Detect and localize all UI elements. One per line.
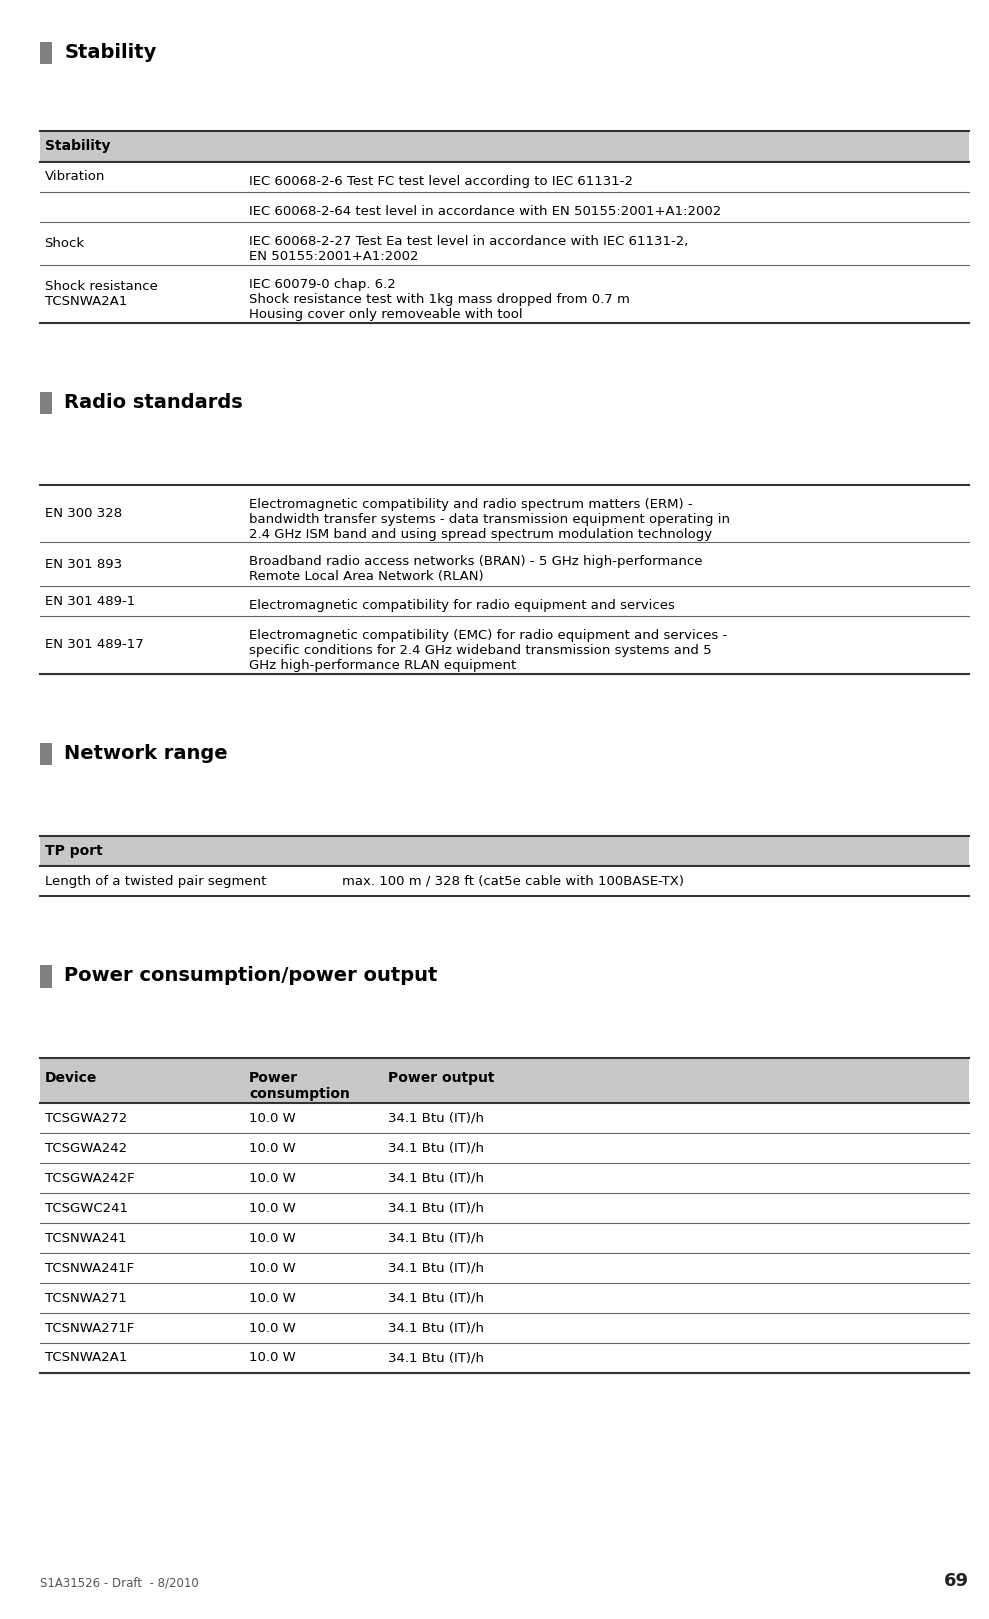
Text: Shock resistance
TCSNWA2A1: Shock resistance TCSNWA2A1: [45, 280, 157, 308]
Text: Electromagnetic compatibility and radio spectrum matters (ERM) -
bandwidth trans: Electromagnetic compatibility and radio …: [249, 497, 730, 541]
Text: 10.0 W: 10.0 W: [249, 1232, 296, 1245]
Text: TCSNWA271: TCSNWA271: [45, 1292, 127, 1305]
Bar: [40, 1059, 969, 1103]
Text: 69: 69: [944, 1572, 969, 1590]
Text: 34.1 Btu (IT)/h: 34.1 Btu (IT)/h: [389, 1201, 485, 1214]
Text: 10.0 W: 10.0 W: [249, 1201, 296, 1214]
Text: 10.0 W: 10.0 W: [249, 1352, 296, 1365]
Text: EN 301 893: EN 301 893: [45, 559, 122, 572]
Text: 34.1 Btu (IT)/h: 34.1 Btu (IT)/h: [389, 1172, 485, 1185]
Text: 34.1 Btu (IT)/h: 34.1 Btu (IT)/h: [389, 1261, 485, 1274]
Text: IEC 60068-2-64 test level in accordance with EN 50155:2001+A1:2002: IEC 60068-2-64 test level in accordance …: [249, 204, 721, 217]
Text: TCSGWC241: TCSGWC241: [45, 1201, 128, 1214]
Text: Electromagnetic compatibility for radio equipment and services: Electromagnetic compatibility for radio …: [249, 599, 674, 612]
Text: 34.1 Btu (IT)/h: 34.1 Btu (IT)/h: [389, 1292, 485, 1305]
Text: Broadband radio access networks (BRAN) - 5 GHz high-performance
Remote Local Are: Broadband radio access networks (BRAN) -…: [249, 555, 702, 583]
Text: 10.0 W: 10.0 W: [249, 1261, 296, 1274]
Text: EN 301 489-1: EN 301 489-1: [45, 594, 135, 607]
Text: IEC 60068-2-27 Test Ea test level in accordance with IEC 61131-2,
EN 50155:2001+: IEC 60068-2-27 Test Ea test level in acc…: [249, 235, 688, 262]
Text: TCSGWA242F: TCSGWA242F: [45, 1172, 135, 1185]
Text: 34.1 Btu (IT)/h: 34.1 Btu (IT)/h: [389, 1321, 485, 1334]
Text: TCSNWA2A1: TCSNWA2A1: [45, 1352, 127, 1365]
Text: Radio standards: Radio standards: [64, 393, 243, 413]
Text: max. 100 m / 328 ft (cat5e cable with 100BASE-TX): max. 100 m / 328 ft (cat5e cable with 10…: [342, 874, 684, 887]
Text: Power output: Power output: [389, 1070, 494, 1085]
Text: 34.1 Btu (IT)/h: 34.1 Btu (IT)/h: [389, 1141, 485, 1154]
Text: Vibration: Vibration: [45, 170, 105, 183]
Bar: [40, 835, 969, 866]
Text: TCSGWA272: TCSGWA272: [45, 1112, 127, 1125]
Text: TCSNWA271F: TCSNWA271F: [45, 1321, 134, 1334]
Text: EN 300 328: EN 300 328: [45, 507, 122, 520]
Text: TCSNWA241F: TCSNWA241F: [45, 1261, 134, 1274]
Text: 10.0 W: 10.0 W: [249, 1321, 296, 1334]
Text: IEC 60068-2-6 Test FC test level according to IEC 61131-2: IEC 60068-2-6 Test FC test level accordi…: [249, 175, 633, 188]
Text: EN 301 489-17: EN 301 489-17: [45, 638, 143, 651]
Text: TCSNWA241: TCSNWA241: [45, 1232, 127, 1245]
Text: 10.0 W: 10.0 W: [249, 1172, 296, 1185]
Text: Device: Device: [45, 1070, 97, 1085]
Bar: [40, 131, 969, 162]
Text: 34.1 Btu (IT)/h: 34.1 Btu (IT)/h: [389, 1112, 485, 1125]
Text: 10.0 W: 10.0 W: [249, 1141, 296, 1154]
Text: Network range: Network range: [64, 743, 227, 763]
Text: 10.0 W: 10.0 W: [249, 1112, 296, 1125]
Text: TP port: TP port: [45, 843, 102, 858]
Text: 10.0 W: 10.0 W: [249, 1292, 296, 1305]
Text: Stability: Stability: [45, 139, 110, 154]
Bar: [40, 392, 52, 414]
Bar: [40, 965, 52, 988]
Text: Electromagnetic compatibility (EMC) for radio equipment and services -
specific : Electromagnetic compatibility (EMC) for …: [249, 630, 727, 672]
Text: S1A31526 - Draft  - 8/2010: S1A31526 - Draft - 8/2010: [40, 1577, 199, 1590]
Text: Length of a twisted pair segment: Length of a twisted pair segment: [45, 874, 266, 887]
Text: 34.1 Btu (IT)/h: 34.1 Btu (IT)/h: [389, 1352, 485, 1365]
Text: Stability: Stability: [64, 42, 156, 62]
Text: Shock: Shock: [45, 236, 85, 249]
Text: TCSGWA242: TCSGWA242: [45, 1141, 127, 1154]
Text: Power consumption/power output: Power consumption/power output: [64, 967, 438, 986]
Text: IEC 60079-0 chap. 6.2
Shock resistance test with 1kg mass dropped from 0.7 m
Hou: IEC 60079-0 chap. 6.2 Shock resistance t…: [249, 278, 630, 322]
Bar: [40, 743, 52, 764]
Text: Power
consumption: Power consumption: [249, 1070, 350, 1101]
Bar: [40, 42, 52, 63]
Text: 34.1 Btu (IT)/h: 34.1 Btu (IT)/h: [389, 1232, 485, 1245]
